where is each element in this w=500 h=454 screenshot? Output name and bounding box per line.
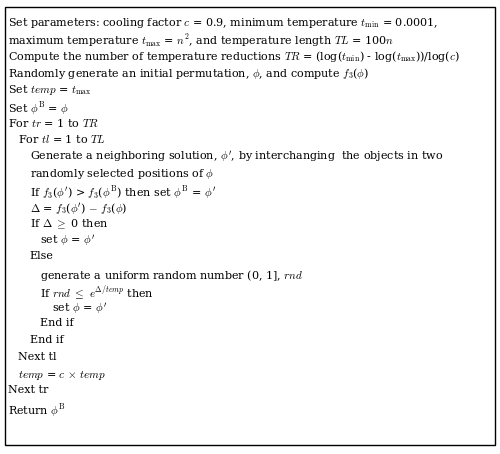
Text: End if: End if — [30, 335, 63, 345]
Text: Next tl: Next tl — [18, 352, 57, 362]
Text: Set $\mathit{temp}$ = $t_{\mathrm{max}}$: Set $\mathit{temp}$ = $t_{\mathrm{max}}$ — [8, 83, 91, 97]
Text: maximum temperature $t_{\mathrm{max}}$ = $n^2$, and temperature length $\mathit{: maximum temperature $t_{\mathrm{max}}$ =… — [8, 33, 394, 49]
Text: $\Delta$ = $f_3$($\phi'$) $-$ $f_3$($\phi$): $\Delta$ = $f_3$($\phi'$) $-$ $f_3$($\ph… — [30, 201, 127, 216]
Text: Else: Else — [30, 251, 54, 261]
Text: Compute the number of temperature reductions $\mathit{TR}$ = (log($t_{\mathrm{mi: Compute the number of temperature reduct… — [8, 49, 459, 64]
Text: If $f_3$($\phi'$) > $f_3$($\phi^\mathrm{B}$) then set $\phi^\mathrm{B}$ = $\phi': If $f_3$($\phi'$) > $f_3$($\phi^\mathrm{… — [30, 184, 216, 201]
Text: Return $\phi^\mathrm{B}$: Return $\phi^\mathrm{B}$ — [8, 402, 65, 419]
Text: generate a uniform random number (0, 1], $\mathit{rnd}$: generate a uniform random number (0, 1],… — [40, 268, 304, 283]
Text: If $\mathit{rnd}$ $\leq$ $e^{\Delta/\mathit{temp}}$ then: If $\mathit{rnd}$ $\leq$ $e^{\Delta/\mat… — [40, 285, 154, 302]
Text: If $\Delta$ $\geq$ 0 then: If $\Delta$ $\geq$ 0 then — [30, 217, 108, 231]
Text: randomly selected positions of $\phi$: randomly selected positions of $\phi$ — [30, 167, 214, 181]
Text: Randomly generate an initial permutation, $\phi$, and compute $f_3$($\phi$): Randomly generate an initial permutation… — [8, 66, 368, 81]
Text: set $\phi$ = $\phi'$: set $\phi$ = $\phi'$ — [52, 301, 107, 316]
Text: $\mathit{temp}$ = $c$ $\times$ $\mathit{temp}$: $\mathit{temp}$ = $c$ $\times$ $\mathit{… — [18, 369, 106, 382]
Text: set $\phi$ = $\phi'$: set $\phi$ = $\phi'$ — [40, 234, 96, 249]
Text: Generate a neighboring solution, $\phi'$, by interchanging  the objects in two: Generate a neighboring solution, $\phi'$… — [30, 150, 443, 165]
Text: For $\mathit{tr}$ = 1 to $\mathit{TR}$: For $\mathit{tr}$ = 1 to $\mathit{TR}$ — [8, 117, 98, 128]
Text: Set parameters: cooling factor $c$ = 0.9, minimum temperature $t_{\mathrm{min}}$: Set parameters: cooling factor $c$ = 0.9… — [8, 16, 438, 30]
Text: End if: End if — [40, 318, 74, 328]
Text: Set $\phi^\mathrm{B}$ = $\phi$: Set $\phi^\mathrm{B}$ = $\phi$ — [8, 100, 68, 117]
Text: For $\mathit{tl}$ = 1 to $\mathit{TL}$: For $\mathit{tl}$ = 1 to $\mathit{TL}$ — [18, 133, 106, 145]
Text: Next tr: Next tr — [8, 385, 48, 395]
